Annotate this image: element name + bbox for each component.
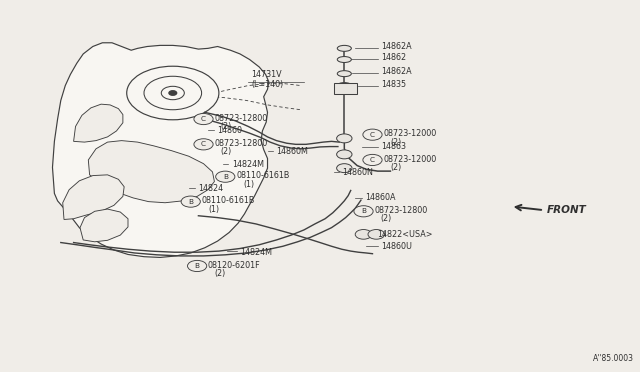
Text: 14862A: 14862A [381, 42, 412, 51]
FancyBboxPatch shape [334, 83, 357, 94]
Text: (1): (1) [243, 180, 254, 189]
Text: 14860M: 14860M [276, 147, 308, 156]
Text: B: B [223, 174, 228, 180]
Circle shape [144, 76, 202, 110]
Text: 14824: 14824 [198, 185, 223, 193]
Text: (2): (2) [390, 163, 402, 172]
Text: C: C [201, 141, 206, 147]
Text: 14862: 14862 [381, 53, 406, 62]
Ellipse shape [337, 71, 351, 77]
Text: A''85.0003: A''85.0003 [593, 354, 634, 363]
Text: 14824M: 14824M [232, 160, 264, 169]
Text: 14822<USA>: 14822<USA> [378, 230, 433, 239]
Ellipse shape [337, 83, 351, 89]
Circle shape [194, 139, 213, 150]
Text: 14731V: 14731V [251, 70, 282, 79]
Polygon shape [88, 141, 214, 203]
Text: (2): (2) [221, 122, 232, 131]
Text: (2): (2) [381, 214, 392, 223]
Text: 08120-6201F: 08120-6201F [208, 261, 260, 270]
Circle shape [354, 206, 373, 217]
Text: C: C [201, 116, 206, 122]
Text: 14860: 14860 [218, 126, 243, 135]
Ellipse shape [337, 57, 351, 62]
Circle shape [188, 260, 207, 272]
Text: 14824M: 14824M [240, 248, 272, 257]
Text: B: B [188, 199, 193, 205]
Circle shape [368, 230, 385, 239]
Text: (1): (1) [208, 205, 219, 214]
Text: 08723-12800: 08723-12800 [214, 139, 268, 148]
Text: (2): (2) [214, 269, 226, 278]
Circle shape [181, 196, 200, 207]
Text: B: B [195, 263, 200, 269]
Circle shape [355, 230, 372, 239]
Text: 14835: 14835 [381, 80, 406, 89]
Text: 14862A: 14862A [381, 67, 412, 76]
Circle shape [194, 113, 213, 125]
Text: 08723-12800: 08723-12800 [214, 114, 268, 123]
Text: FRONT: FRONT [547, 205, 587, 215]
Text: 14860N: 14860N [342, 169, 373, 177]
Text: (2): (2) [221, 147, 232, 156]
Text: 14860U: 14860U [381, 242, 412, 251]
Circle shape [337, 150, 352, 159]
Polygon shape [80, 209, 128, 242]
Polygon shape [74, 104, 123, 142]
Ellipse shape [337, 45, 351, 51]
Text: B: B [361, 208, 366, 214]
Text: 08723-12000: 08723-12000 [384, 129, 437, 138]
Text: 14860A: 14860A [365, 193, 396, 202]
Circle shape [216, 171, 235, 182]
Text: 14863: 14863 [381, 142, 406, 151]
Text: 08723-12000: 08723-12000 [384, 155, 437, 164]
Text: (L=140): (L=140) [251, 80, 283, 89]
Polygon shape [63, 175, 124, 219]
Circle shape [169, 91, 177, 95]
Circle shape [363, 129, 382, 140]
Text: (2): (2) [390, 138, 402, 147]
Text: 08110-6161B: 08110-6161B [202, 196, 255, 205]
Circle shape [337, 134, 352, 143]
Text: C: C [370, 157, 375, 163]
Circle shape [363, 154, 382, 166]
Circle shape [127, 66, 219, 120]
Text: 08110-6161B: 08110-6161B [237, 171, 290, 180]
Circle shape [337, 164, 352, 173]
Text: C: C [370, 132, 375, 138]
Text: 08723-12800: 08723-12800 [374, 206, 428, 215]
Polygon shape [52, 43, 269, 257]
Circle shape [161, 86, 184, 100]
